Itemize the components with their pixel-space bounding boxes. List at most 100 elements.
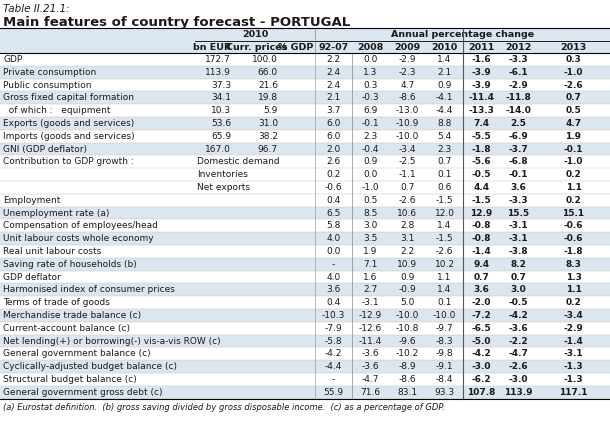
Text: 5.8: 5.8	[326, 221, 341, 230]
Text: -14.0: -14.0	[506, 106, 531, 115]
Bar	[0, 386, 610, 399]
Text: 167.0: 167.0	[205, 145, 231, 153]
Text: -4.2: -4.2	[472, 349, 492, 358]
Text: General government balance (c): General government balance (c)	[3, 349, 151, 358]
Text: -0.5: -0.5	[509, 298, 528, 307]
Text: Net lending(+) or borrowing(-) vis-a-vis ROW (c): Net lending(+) or borrowing(-) vis-a-vis…	[3, 337, 221, 346]
Text: 107.8: 107.8	[467, 388, 496, 397]
Text: -3.9: -3.9	[472, 81, 492, 89]
Bar	[0, 142, 610, 156]
Text: -2.9: -2.9	[509, 81, 528, 89]
Text: 66.0: 66.0	[258, 68, 278, 77]
Text: 2.2: 2.2	[326, 55, 340, 64]
Text: Annual percentage change: Annual percentage change	[391, 30, 534, 39]
Text: -3.3: -3.3	[509, 196, 528, 205]
Text: -1.3: -1.3	[564, 362, 583, 371]
Text: 6.5: 6.5	[326, 209, 341, 218]
Text: -3.6: -3.6	[362, 349, 379, 358]
Text: -1.0: -1.0	[564, 157, 583, 166]
Text: 0.9: 0.9	[364, 157, 378, 166]
Text: 0.3: 0.3	[565, 55, 581, 64]
Text: -3.1: -3.1	[362, 298, 379, 307]
Text: 65.9: 65.9	[211, 132, 231, 141]
Text: -5.5: -5.5	[472, 132, 491, 141]
Text: -0.3: -0.3	[362, 93, 379, 102]
Text: -4.2: -4.2	[509, 311, 528, 320]
Text: 0.1: 0.1	[437, 298, 451, 307]
Text: 2.4: 2.4	[326, 81, 340, 89]
Text: GDP: GDP	[3, 55, 22, 64]
Text: 3.6: 3.6	[473, 285, 489, 294]
Text: -0.6: -0.6	[564, 221, 583, 230]
Text: -6.1: -6.1	[509, 68, 528, 77]
Text: 3.0: 3.0	[511, 285, 526, 294]
Text: -9.8: -9.8	[436, 349, 453, 358]
Bar	[0, 283, 610, 296]
Text: 0.4: 0.4	[326, 298, 340, 307]
Text: Merchandise trade balance (c): Merchandise trade balance (c)	[3, 311, 141, 320]
Text: 4.7: 4.7	[565, 119, 581, 128]
Bar	[0, 156, 610, 168]
Text: 10.6: 10.6	[398, 209, 418, 218]
Text: 2.4: 2.4	[326, 68, 340, 77]
Bar	[0, 78, 610, 92]
Text: Net exports: Net exports	[197, 183, 250, 192]
Bar	[0, 309, 610, 322]
Text: -1.5: -1.5	[436, 196, 453, 205]
Text: 2.3: 2.3	[364, 132, 378, 141]
Bar	[0, 360, 610, 373]
Text: 3.0: 3.0	[364, 221, 378, 230]
Text: 8.8: 8.8	[437, 119, 451, 128]
Text: 19.8: 19.8	[258, 93, 278, 102]
Text: 1.4: 1.4	[437, 55, 451, 64]
Text: 1.9: 1.9	[364, 247, 378, 256]
Text: 2.0: 2.0	[326, 145, 340, 153]
Text: 3.5: 3.5	[364, 234, 378, 243]
Text: -5.6: -5.6	[472, 157, 491, 166]
Text: 0.7: 0.7	[400, 183, 415, 192]
Text: 7.1: 7.1	[364, 260, 378, 269]
Text: 0.1: 0.1	[437, 170, 451, 179]
Text: 1.1: 1.1	[565, 183, 581, 192]
Text: -1.0: -1.0	[362, 183, 379, 192]
Text: Structural budget balance (c): Structural budget balance (c)	[3, 375, 137, 384]
Text: -5.0: -5.0	[472, 337, 491, 346]
Text: -10.0: -10.0	[433, 311, 456, 320]
Text: 0.2: 0.2	[565, 298, 581, 307]
Text: 21.6: 21.6	[258, 81, 278, 89]
Text: -3.7: -3.7	[509, 145, 528, 153]
Text: -8.6: -8.6	[399, 375, 416, 384]
Bar	[0, 117, 610, 130]
Text: -5.8: -5.8	[325, 337, 342, 346]
Text: -12.9: -12.9	[359, 311, 382, 320]
Text: -0.5: -0.5	[472, 170, 491, 179]
Text: 8.3: 8.3	[565, 260, 581, 269]
Text: 0.7: 0.7	[511, 273, 526, 282]
Text: -: -	[332, 260, 335, 269]
Text: -2.6: -2.6	[436, 247, 453, 256]
Text: Imports (goods and services): Imports (goods and services)	[3, 132, 135, 141]
Text: -1.8: -1.8	[564, 247, 583, 256]
Text: Harmonised index of consumer prices: Harmonised index of consumer prices	[3, 285, 175, 294]
Text: Inventories: Inventories	[197, 170, 248, 179]
Text: 12.9: 12.9	[470, 209, 493, 218]
Text: -4.2: -4.2	[325, 349, 342, 358]
Text: -1.5: -1.5	[472, 196, 491, 205]
Text: 2.6: 2.6	[326, 157, 340, 166]
Text: -6.9: -6.9	[509, 132, 528, 141]
Text: Current-account balance (c): Current-account balance (c)	[3, 324, 130, 333]
Text: 0.0: 0.0	[364, 170, 378, 179]
Text: -1.5: -1.5	[436, 234, 453, 243]
Text: Cyclically-adjusted budget balance (c): Cyclically-adjusted budget balance (c)	[3, 362, 177, 371]
Text: 0.5: 0.5	[364, 196, 378, 205]
Text: 0.2: 0.2	[326, 170, 340, 179]
Text: 2.3: 2.3	[437, 145, 451, 153]
Text: -3.6: -3.6	[509, 324, 528, 333]
Text: 2010: 2010	[431, 42, 458, 51]
Text: 5.9: 5.9	[264, 106, 278, 115]
Text: 4.0: 4.0	[326, 273, 340, 282]
Text: 2.8: 2.8	[400, 221, 415, 230]
Text: Main features of country forecast - PORTUGAL: Main features of country forecast - PORT…	[3, 16, 350, 29]
Text: -4.7: -4.7	[509, 349, 528, 358]
Text: 1.4: 1.4	[437, 221, 451, 230]
